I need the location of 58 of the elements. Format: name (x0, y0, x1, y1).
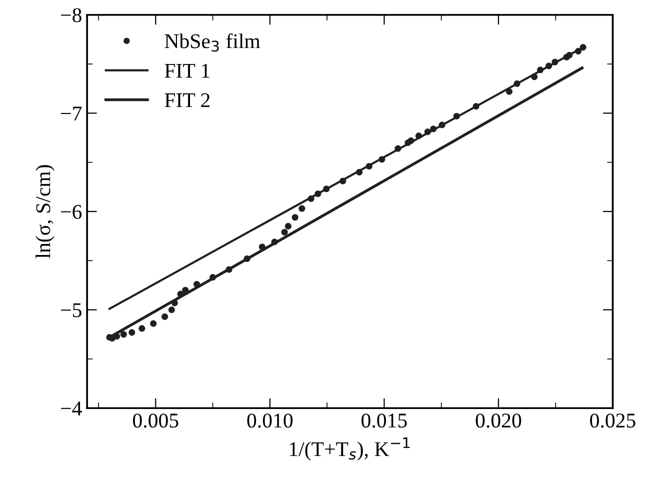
point (514, 80, 520, 87)
point (574, 48, 582, 55)
point (378, 156, 386, 163)
point (138, 325, 146, 332)
point (323, 186, 330, 192)
point (258, 244, 266, 250)
point (472, 102, 480, 110)
point (356, 168, 363, 176)
point (531, 73, 538, 80)
point (226, 266, 232, 273)
point (545, 62, 552, 70)
point (537, 66, 544, 74)
point (408, 137, 414, 144)
x-tick-label: 0.025 (590, 414, 636, 428)
x-tick-label: 0.015 (362, 414, 407, 428)
x-axis-title: 1/(T+T$_{s}$), K$^{−1}$ (290, 437, 410, 460)
point (430, 126, 437, 132)
point (415, 132, 422, 140)
y-tick-label: −5 (61, 303, 82, 318)
point (161, 313, 168, 320)
point (193, 280, 200, 288)
legend-label: FIT 1 (164, 64, 210, 78)
point (506, 88, 513, 95)
x-tick-label: 0.020 (476, 414, 522, 428)
point (566, 52, 573, 58)
point (552, 58, 558, 66)
point (453, 112, 460, 120)
point (340, 178, 346, 184)
point (308, 195, 314, 202)
point (209, 274, 216, 281)
point (128, 329, 136, 336)
point (171, 300, 178, 306)
point (177, 290, 184, 298)
point (244, 255, 250, 262)
point (314, 190, 322, 198)
point (292, 214, 298, 221)
y-tick-label: −4 (61, 402, 82, 416)
point (271, 238, 278, 246)
y-tick-label: −7 (61, 106, 82, 120)
x-tick-label: 0.005 (133, 414, 178, 428)
point (438, 122, 446, 128)
point (182, 286, 189, 294)
point (366, 162, 372, 170)
point (120, 331, 127, 338)
y-axis-title: ln(σ, S/cm) (36, 165, 54, 258)
legend-label: FIT 2 (164, 93, 210, 108)
point (281, 228, 288, 236)
point (168, 306, 175, 314)
point (394, 145, 402, 152)
y-tick-label: −6 (61, 204, 82, 219)
point (424, 128, 431, 136)
point (298, 205, 306, 212)
point (580, 44, 586, 51)
legend-label: NbSe$_{3}$ film (164, 33, 260, 52)
point (284, 222, 292, 230)
y-tick-label: −8 (61, 8, 82, 22)
x-tick-label: 0.010 (247, 414, 293, 428)
point (150, 320, 157, 327)
